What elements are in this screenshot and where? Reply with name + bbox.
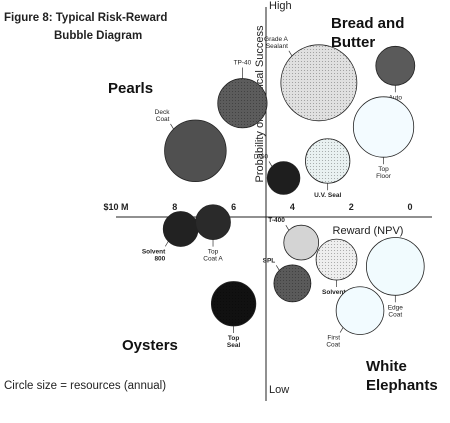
bubble-deck-coat-circle xyxy=(164,119,227,183)
bubble-top-seal-texture xyxy=(211,281,256,327)
bubble-top-coat-a-label: Coat A xyxy=(203,256,223,263)
bubble-top-seal-label: Seal xyxy=(227,342,241,349)
bubble-tp-40: TP-40 xyxy=(217,60,268,129)
bubble-solvent-800-leader xyxy=(165,241,169,247)
bubble-tp-40-label: TP-40 xyxy=(234,60,252,67)
y-axis-high-label: High xyxy=(269,0,292,12)
bubble-uv-seal-texture xyxy=(305,138,350,184)
quadrant-label-top-right: Bread and xyxy=(331,15,404,32)
quadrant-labels: Pearls Bread and Butter Oysters White Elephan… xyxy=(108,15,438,394)
bubble-solvent-1-texture xyxy=(316,239,357,281)
bubble-first-coat-leader xyxy=(339,327,344,333)
bubble-top-coat-a-label: Top xyxy=(208,249,219,256)
quadrant-label-bottom-right: White xyxy=(366,358,407,375)
bubble-first-coat-circle xyxy=(335,286,385,335)
bubble-grade-a-sealant-texture xyxy=(280,44,357,121)
bubble-solvent-800-circle xyxy=(162,211,199,247)
bubble-t-400-circle xyxy=(283,224,320,261)
bubble-spl-leader xyxy=(275,265,280,271)
bubble-solvent-800-label: Solvent xyxy=(142,248,166,255)
chart-subtitle: Bubble Diagram xyxy=(54,30,142,42)
bubble-edge-coat-circle xyxy=(365,237,425,296)
bubble-d-50-leader xyxy=(268,161,273,167)
bubble-solvent-1-label: Solvent 1 xyxy=(322,289,351,296)
bubble-solvent-800-label: 800 xyxy=(154,255,165,262)
bubble-t-400-label: T-400 xyxy=(268,217,285,224)
bubble-grade-a-sealant-label: Sealant xyxy=(266,43,288,50)
x-tick-label: $10 M xyxy=(103,202,128,212)
bubble-top-seal-label: Top xyxy=(228,335,239,342)
chart-title: Figure 8: Typical Risk-Reward xyxy=(4,12,167,24)
bubble-deck-coat-leader xyxy=(170,123,174,130)
bubble-spl-label: SPL xyxy=(263,257,276,264)
quadrant-label-top-left: Pearls xyxy=(108,80,153,97)
bubble-uv-seal-label: U.V. Seal xyxy=(314,192,341,199)
quadrant-label-bottom-right: Elephants xyxy=(366,377,438,394)
quadrant-label-top-right: Butter xyxy=(331,34,375,51)
x-tick-label: 6 xyxy=(231,202,236,212)
bubble-edge-coat-label: Coat xyxy=(388,311,402,318)
bubble-edge-coat-label: Edge xyxy=(388,304,404,311)
bubble-d-50-circle xyxy=(266,161,301,195)
bubble-spl: SPL xyxy=(263,257,312,303)
size-legend-note: Circle size = resources (annual) xyxy=(4,380,166,392)
bubble-first-coat-label: Coat xyxy=(326,342,340,349)
bubble-deck-coat-label: Deck xyxy=(155,109,171,116)
bubble-t-400: T-400 xyxy=(268,217,320,261)
bubble-auto-seal-label: Auto xyxy=(389,94,403,101)
bubble-t-400-leader xyxy=(285,225,290,231)
bubble-uv-seal: U.V. Seal xyxy=(305,138,351,199)
bubble-first-coat-label: First xyxy=(327,335,340,342)
bubble-grade-a-sealant-label: Grade A xyxy=(264,36,289,43)
bubble-spl-texture xyxy=(273,264,311,302)
bubble-d-50-label: D-50 xyxy=(254,153,268,160)
x-tick-label: 8 xyxy=(172,202,177,212)
bubble-top-floor-label: Floor xyxy=(376,173,392,180)
bubble-grade-a-sealant-leader xyxy=(288,50,293,57)
bubble-top-coat-a-circle xyxy=(195,204,231,241)
x-axis-title: Reward (NPV) xyxy=(333,225,404,237)
x-tick-label: 0 xyxy=(407,202,412,212)
bubble-deck-coat-label: Coat xyxy=(156,116,170,123)
bubble-top-floor-label: Top xyxy=(378,166,389,173)
bubble-tp-40-texture xyxy=(217,78,268,128)
x-tick-label: 4 xyxy=(290,202,295,212)
y-axis-low-label: Low xyxy=(269,384,289,396)
x-tick-label: 2 xyxy=(349,202,354,212)
bubble-d-50: D-50 xyxy=(254,153,301,195)
bubble-auto-seal-circle xyxy=(375,45,416,86)
bubble-top-floor-circle xyxy=(352,96,415,158)
quadrant-label-bottom-left: Oysters xyxy=(122,337,178,354)
bubble-solvent-1: Solvent 1 xyxy=(315,238,358,296)
bubbles: Grade ASealantAutoSealTopFloorU.V. SealD… xyxy=(142,36,425,349)
